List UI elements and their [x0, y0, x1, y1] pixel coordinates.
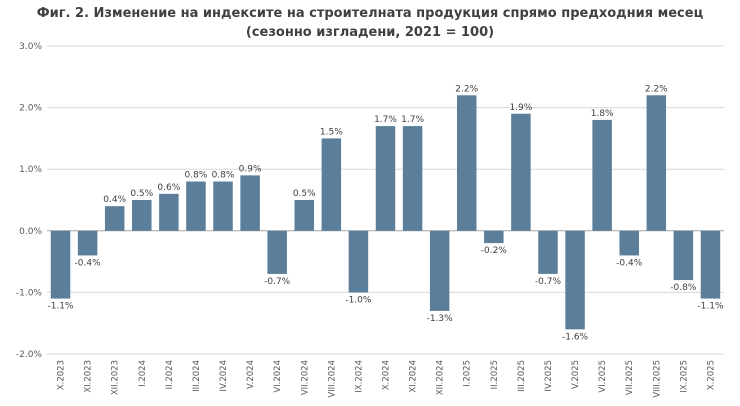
bar: [646, 95, 667, 231]
bar: [50, 230, 71, 299]
data-label: -1.1%: [697, 302, 724, 312]
x-tick-label: VII.2025: [625, 360, 635, 395]
bar: [429, 230, 450, 311]
bar: [592, 119, 612, 231]
x-tick-label: II.2025: [490, 360, 500, 389]
chart-subtitle: (сезонно изгладени, 2021 = 100): [245, 25, 495, 40]
bar: [186, 181, 206, 231]
data-label: -0.7%: [264, 277, 291, 287]
data-label: 0.9%: [239, 164, 262, 174]
data-label: 2.2%: [645, 84, 668, 94]
bar: [375, 126, 396, 231]
data-labels: -1.1% -0.4% 0.4% 0.5% 0.6% 0.8% 0.8% 0.9% -0.7% 0…: [47, 84, 723, 342]
bar: [456, 95, 477, 231]
y-tick-label: 2.0%: [19, 104, 42, 114]
data-label: -1.3%: [427, 314, 454, 324]
bar: [484, 230, 504, 244]
x-tick-label: VI.2024: [273, 360, 283, 393]
x-tick-label: IV.2024: [219, 360, 229, 392]
x-tick-label: I.2025: [463, 360, 473, 387]
x-tick-label: V.2024: [246, 360, 256, 389]
bar: [565, 230, 585, 330]
bar: [267, 230, 287, 274]
data-label: 0.8%: [185, 171, 208, 181]
bar: [159, 193, 179, 231]
gridlines: [47, 45, 724, 355]
bar: [132, 200, 152, 231]
y-tick-label: -1.0%: [16, 288, 43, 298]
x-tick-label: IV.2025: [544, 360, 554, 392]
x-tick-label: XI.2023: [84, 360, 94, 393]
x-tick-label: XII.2024: [436, 360, 446, 395]
bar: [348, 230, 369, 293]
x-tick-label: X.2025: [706, 360, 716, 390]
x-axis: X.2023 XI.2023 XII.2023 I.2024 II.2024 III.20…: [57, 360, 717, 398]
x-tick-label: VI.2025: [598, 360, 608, 393]
data-label: 0.4%: [103, 195, 126, 205]
bar: [538, 230, 558, 274]
bars: [50, 95, 721, 330]
x-tick-label: VIII.2024: [327, 360, 337, 398]
x-tick-label: XI.2024: [409, 360, 419, 393]
y-tick-label: 0.0%: [19, 227, 42, 237]
x-tick-label: V.2025: [571, 360, 581, 389]
bar: [402, 126, 423, 231]
data-label: 1.7%: [374, 115, 397, 125]
data-label: -0.7%: [535, 277, 562, 287]
data-label: -0.4%: [75, 258, 102, 268]
bar: [673, 230, 694, 281]
x-tick-label: XII.2023: [111, 360, 121, 395]
y-axis: -2.0% -1.0% 0.0% 1.0% 2.0% 3.0%: [16, 42, 43, 360]
x-tick-label: X.2024: [382, 360, 392, 390]
data-label: 1.7%: [401, 115, 424, 125]
bar: [700, 230, 721, 299]
bar: [240, 175, 260, 231]
data-label: -1.0%: [345, 295, 372, 305]
x-tick-label: X.2023: [57, 360, 67, 390]
data-label: -0.4%: [616, 258, 643, 268]
bar: [104, 206, 125, 231]
data-label: -0.8%: [670, 283, 697, 293]
x-tick-label: III.2025: [517, 360, 527, 392]
y-tick-label: 3.0%: [19, 42, 42, 52]
bar: [619, 230, 639, 256]
data-label: -1.6%: [562, 332, 589, 342]
x-tick-label: IX.2024: [354, 360, 364, 393]
bar: [77, 230, 98, 256]
x-tick-label: I.2024: [138, 360, 148, 387]
y-tick-label: -2.0%: [16, 350, 43, 360]
data-label: 1.5%: [320, 127, 343, 137]
data-label: 2.2%: [455, 84, 478, 94]
data-label: 1.8%: [591, 109, 614, 119]
y-tick-label: 1.0%: [19, 165, 42, 175]
bar: [321, 138, 342, 231]
chart-title-block: Фиг. 2. Изменение на индексите на строит…: [0, 4, 740, 42]
data-label: 0.8%: [212, 171, 235, 181]
data-label: 0.5%: [293, 189, 316, 199]
data-label: 0.5%: [130, 189, 153, 199]
x-tick-label: VII.2024: [300, 360, 310, 395]
data-label: -0.2%: [481, 246, 508, 256]
x-tick-label: III.2024: [192, 360, 202, 392]
bar: [511, 113, 531, 231]
x-tick-label: IX.2025: [679, 360, 689, 393]
data-label: 1.9%: [509, 103, 532, 113]
bar: [213, 181, 233, 231]
chart-title: Фиг. 2. Изменение на индексите на строит…: [36, 6, 704, 21]
x-tick-label: II.2024: [165, 360, 175, 389]
x-tick-label: VIII.2025: [652, 360, 662, 398]
data-label: -1.1%: [47, 302, 74, 312]
bar: [294, 200, 315, 231]
data-label: 0.6%: [157, 183, 180, 193]
